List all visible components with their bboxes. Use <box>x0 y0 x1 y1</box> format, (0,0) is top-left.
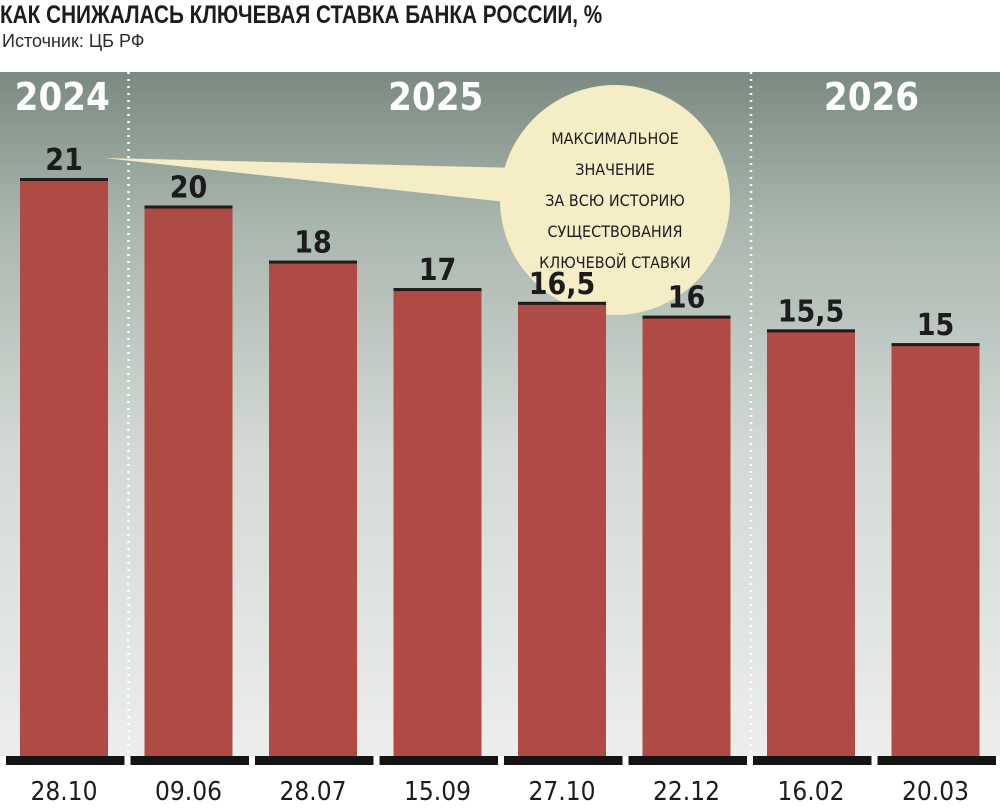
axis-segment <box>753 756 872 765</box>
bar-cap <box>767 329 855 333</box>
callout-line: КЛЮЧЕВОЙ СТАВКИ <box>539 252 691 272</box>
bar-27.10 <box>518 301 606 756</box>
date-label: 28.10 <box>31 777 98 807</box>
value-label: 20 <box>170 171 208 206</box>
callout-bubble <box>500 85 730 315</box>
date-label: 28.07 <box>280 777 347 807</box>
bar-15.09 <box>393 288 482 756</box>
chart-title: КАК СНИЖАЛАСЬ КЛЮЧЕВАЯ СТАВКА БАНКА РОСС… <box>0 1 603 29</box>
callout-line: СУЩЕСТВОВАНИЯ <box>547 221 683 241</box>
value-label: 18 <box>294 226 332 261</box>
callout-line: ЗА ВСЮ ИСТОРИЮ <box>545 190 685 210</box>
value-label: 17 <box>419 253 457 288</box>
bar-cap <box>393 288 482 292</box>
year-label: 2026 <box>824 75 919 119</box>
callout-line: МАКСИМАЛЬНОЕ <box>551 128 679 148</box>
date-label: 09.06 <box>155 777 222 807</box>
axis-segment <box>504 756 623 765</box>
date-label: 22.12 <box>653 777 720 807</box>
bar-16.02 <box>767 329 855 756</box>
bar-cap <box>144 205 233 209</box>
bar-cap <box>891 343 980 347</box>
value-label: 16 <box>668 281 706 316</box>
axis-segment <box>130 756 249 765</box>
max-value-callout: МАКСИМАЛЬНОЕ ЗНАЧЕНИЕ ЗА ВСЮ ИСТОРИЮ СУЩЕСТ… <box>505 110 725 290</box>
value-label: 16,5 <box>529 267 596 302</box>
date-label: 27.10 <box>529 777 596 807</box>
year-label: 2024 <box>15 75 110 119</box>
callout-line: ЗНАЧЕНИЕ <box>575 159 655 179</box>
date-label: 16.02 <box>778 777 845 807</box>
axis-segment <box>877 756 996 765</box>
bar-cap <box>269 260 357 264</box>
value-label: 15,5 <box>778 294 845 329</box>
axis-segment <box>255 756 374 765</box>
value-label: 21 <box>45 143 83 178</box>
bar-22.12 <box>642 315 731 756</box>
value-label: 15 <box>917 308 955 343</box>
date-label: 20.03 <box>902 777 969 807</box>
bar-28.10 <box>20 178 108 756</box>
bar-cap <box>518 301 606 305</box>
date-label: 15.09 <box>404 777 471 807</box>
bar-09.06 <box>144 205 233 756</box>
axis-segment <box>379 756 498 765</box>
axis-segment <box>628 756 747 765</box>
axis-segment <box>6 756 125 765</box>
bar-20.03 <box>891 343 980 756</box>
bar-28.07 <box>269 260 357 756</box>
chart-source: Источник: ЦБ РФ <box>2 31 145 51</box>
bar-cap <box>642 315 731 319</box>
year-label: 2025 <box>388 75 483 119</box>
callout-pointer <box>104 158 524 204</box>
bar-cap <box>20 178 108 181</box>
